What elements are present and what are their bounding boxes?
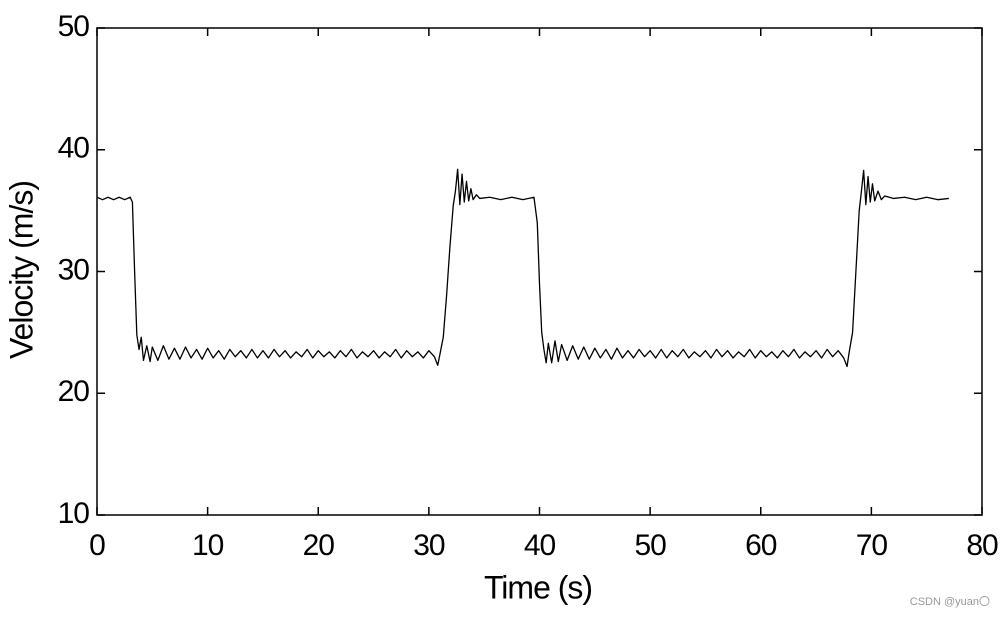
watermark: CSDN @yuan〇 bbox=[910, 595, 990, 608]
x-tick-label: 20 bbox=[303, 529, 335, 562]
x-tick-label: 70 bbox=[856, 529, 888, 562]
x-tick-label: 60 bbox=[745, 529, 777, 562]
velocity-line bbox=[96, 168, 949, 368]
x-axis-title: Time (s) bbox=[484, 569, 592, 605]
x-tick-label: 80 bbox=[966, 529, 998, 562]
y-tick-label: 30 bbox=[58, 253, 90, 286]
x-tick-label: 0 bbox=[89, 529, 105, 562]
y-tick-label: 20 bbox=[58, 375, 90, 408]
x-tick-label: 40 bbox=[524, 529, 556, 562]
y-tick-label: 40 bbox=[58, 132, 90, 165]
x-tick-label: 50 bbox=[634, 529, 666, 562]
y-tick-label: 50 bbox=[58, 10, 90, 43]
x-tick-label: 30 bbox=[413, 529, 445, 562]
y-tick-label: 10 bbox=[58, 497, 90, 530]
y-axis-title: Velocity (m/s) bbox=[3, 181, 39, 359]
x-tick-label: 10 bbox=[192, 529, 224, 562]
